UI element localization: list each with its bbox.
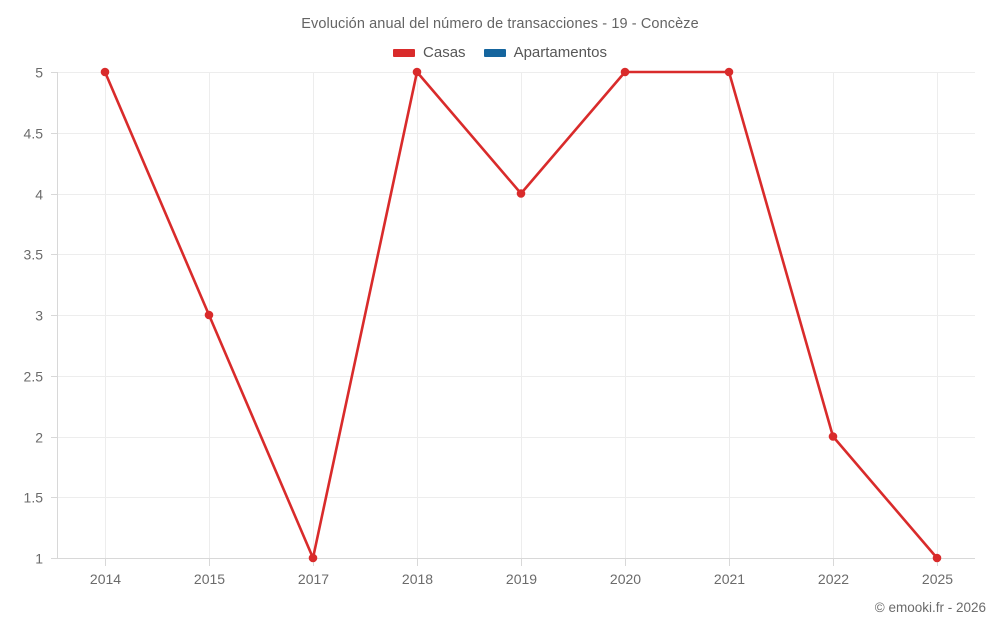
x-axis-tick-label: 2014 <box>90 571 121 587</box>
x-axis-tick-labels: 2014 2015 2017 2018 2019 2020 2021 2022 2025 <box>90 571 953 587</box>
x-axis-tick-label: 2020 <box>610 571 641 587</box>
y-axis-tick-label: 3.5 <box>24 247 44 263</box>
y-axis-tick-label: 1.5 <box>24 490 44 506</box>
data-point-casas[interactable] <box>100 67 110 77</box>
data-point-casas[interactable] <box>516 189 526 198</box>
data-point-casas[interactable] <box>828 432 838 441</box>
data-point-casas[interactable] <box>724 67 734 77</box>
series-points[interactable] <box>100 67 942 563</box>
y-axis-tick-labels: 5 4.5 4 3.5 3 2.5 2 1.5 1 <box>24 65 44 567</box>
data-point-casas[interactable] <box>620 67 630 77</box>
chart-title: Evolución anual del número de transaccio… <box>301 16 699 32</box>
x-axis-tick-label: 2015 <box>194 571 225 587</box>
y-axis-tick-label: 5 <box>35 65 43 81</box>
legend-label-apartamentos: Apartamentos <box>513 44 607 61</box>
x-axis-tick-label: 2019 <box>506 571 537 587</box>
y-axis-tick-label: 4 <box>35 187 43 203</box>
y-axis-tick-label: 2.5 <box>24 369 44 385</box>
data-point-casas[interactable] <box>932 553 942 563</box>
axis-lines <box>57 72 975 559</box>
y-axis-tick-label: 4.5 <box>24 126 44 142</box>
x-axis-tick-label: 2017 <box>298 571 329 587</box>
data-point-casas[interactable] <box>412 67 422 77</box>
legend-swatch-casas <box>393 48 416 57</box>
copyright-credit: © emooki.fr - 2026 <box>874 600 986 615</box>
data-point-casas[interactable] <box>204 310 214 320</box>
legend-item-apartamentos[interactable]: Apartamentos <box>483 44 607 61</box>
x-axis-tick-label: 2018 <box>402 571 433 587</box>
legend-swatch-apartamentos <box>483 48 506 57</box>
y-axis-tick-label: 3 <box>35 308 43 324</box>
x-gridlines <box>105 72 938 566</box>
y-axis-tick-label: 1 <box>35 551 43 567</box>
y-axis-tick-label: 2 <box>35 430 43 446</box>
legend-label-casas: Casas <box>423 44 466 61</box>
y-gridlines <box>57 72 975 559</box>
data-point-casas[interactable] <box>308 553 318 563</box>
legend-item-casas[interactable]: Casas <box>393 44 466 61</box>
chart-legend: Casas Apartamentos <box>0 44 1000 61</box>
x-axis-tick-label: 2022 <box>818 571 849 587</box>
x-axis-tick-label: 2025 <box>922 571 953 587</box>
x-axis-tick-label: 2021 <box>714 571 745 587</box>
axis-tick-marks <box>51 72 57 559</box>
